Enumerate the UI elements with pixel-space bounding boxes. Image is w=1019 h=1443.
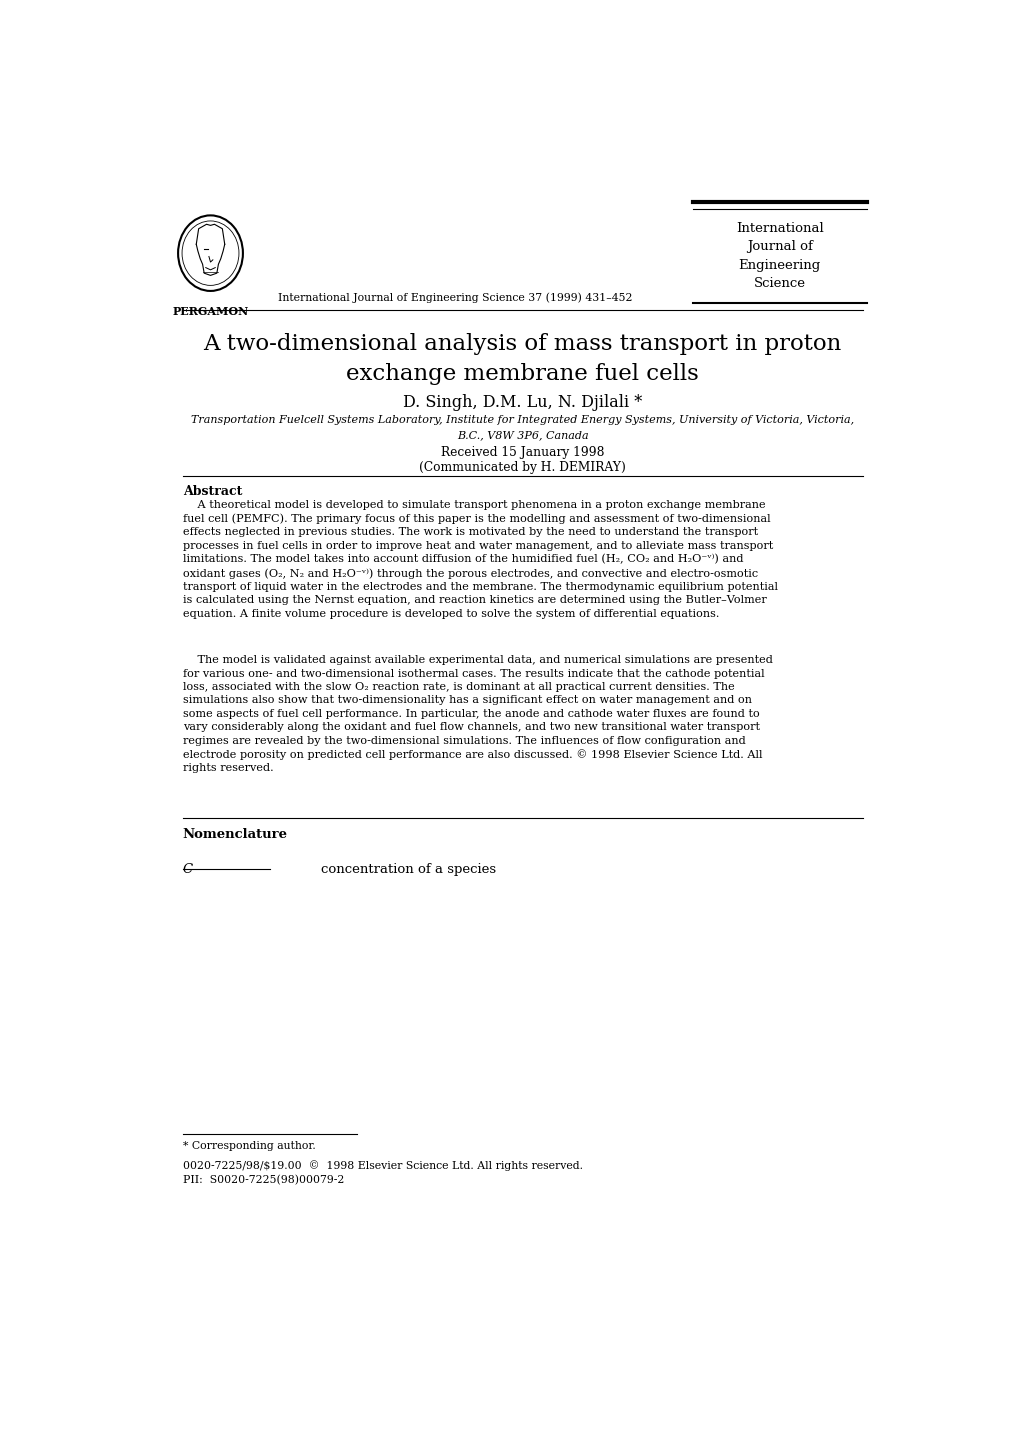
Text: Abstract: Abstract: [182, 485, 242, 498]
Text: A two-dimensional analysis of mass transport in proton: A two-dimensional analysis of mass trans…: [204, 333, 841, 355]
Text: PERGAMON: PERGAMON: [172, 306, 249, 317]
Ellipse shape: [178, 215, 243, 291]
Text: International
Journal of
Engineering
Science: International Journal of Engineering Sci…: [735, 222, 822, 290]
Text: PII:  S0020-7225(98)00079-2: PII: S0020-7225(98)00079-2: [182, 1176, 343, 1186]
Text: Nomenclature: Nomenclature: [182, 828, 287, 841]
Text: International Journal of Engineering Science 37 (1999) 431–452: International Journal of Engineering Sci…: [278, 291, 632, 303]
Text: concentration of a species: concentration of a species: [321, 863, 496, 876]
Text: D. Singh, D.M. Lu, N. Djilali *: D. Singh, D.M. Lu, N. Djilali *: [403, 394, 642, 411]
Text: * Corresponding author.: * Corresponding author.: [182, 1141, 315, 1152]
Text: B.C., V8W 3P6, Canada: B.C., V8W 3P6, Canada: [457, 430, 588, 440]
Text: (Communicated by H. DEMIRAY): (Communicated by H. DEMIRAY): [419, 460, 626, 473]
Text: The model is validated against available experimental data, and numerical simula: The model is validated against available…: [182, 655, 772, 773]
Text: A theoretical model is developed to simulate transport phenomena in a proton exc: A theoretical model is developed to simu…: [182, 499, 777, 619]
Text: exchange membrane fuel cells: exchange membrane fuel cells: [346, 364, 698, 385]
Text: Transportation Fuelcell Systems Laboratory, Institute for Integrated Energy Syst: Transportation Fuelcell Systems Laborato…: [191, 416, 854, 426]
Text: Received 15 January 1998: Received 15 January 1998: [440, 446, 604, 459]
Text: C: C: [182, 863, 193, 876]
Text: 0020-7225/98/$19.00  ©  1998 Elsevier Science Ltd. All rights reserved.: 0020-7225/98/$19.00 © 1998 Elsevier Scie…: [182, 1160, 582, 1170]
